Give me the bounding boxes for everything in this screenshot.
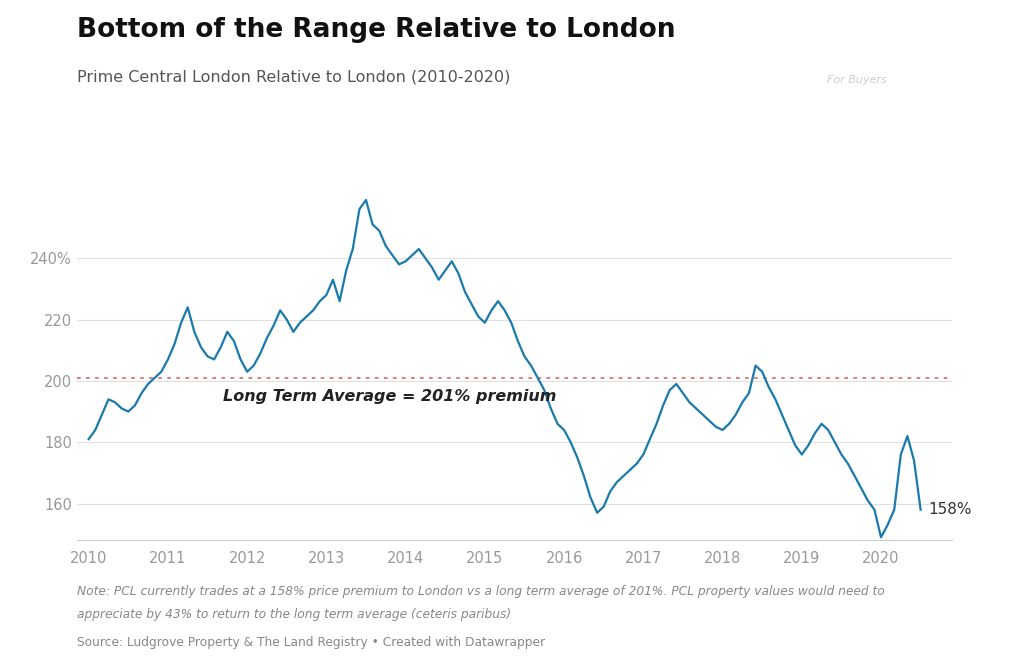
Text: Long Term Average = 201% premium: Long Term Average = 201% premium [223, 389, 557, 404]
Text: appreciate by 43% to return to the long term average (ceteris paribus): appreciate by 43% to return to the long … [77, 608, 511, 621]
Text: Bottom of the Range Relative to London: Bottom of the Range Relative to London [77, 17, 675, 42]
Text: Source: Ludgrove Property & The Land Registry • Created with Datawrapper: Source: Ludgrove Property & The Land Reg… [77, 636, 545, 650]
Text: Note: PCL currently trades at a 158% price premium to London vs a long term aver: Note: PCL currently trades at a 158% pri… [77, 585, 885, 598]
Text: 158%: 158% [929, 502, 972, 517]
Text: Ludgrove Property: Ludgrove Property [776, 35, 916, 48]
Text: For Buyers: For Buyers [827, 76, 887, 86]
Text: Prime Central London Relative to London (2010-2020): Prime Central London Relative to London … [77, 70, 510, 85]
